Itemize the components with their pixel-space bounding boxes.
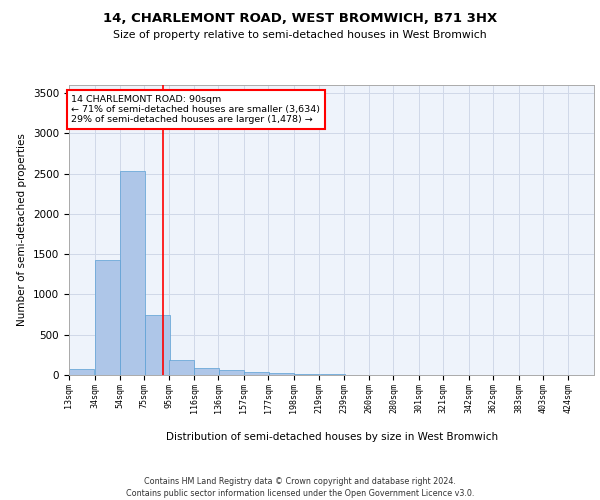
Bar	[95, 260, 120, 375]
Text: Contains public sector information licensed under the Open Government Licence v3: Contains public sector information licen…	[126, 489, 474, 498]
Bar	[194, 368, 220, 375]
Bar	[244, 372, 269, 375]
Bar	[121, 171, 145, 375]
Text: 14 CHARLEMONT ROAD: 90sqm
← 71% of semi-detached houses are smaller (3,634)
29% : 14 CHARLEMONT ROAD: 90sqm ← 71% of semi-…	[71, 94, 320, 124]
Bar	[219, 370, 244, 375]
Y-axis label: Number of semi-detached properties: Number of semi-detached properties	[17, 134, 28, 326]
Text: Distribution of semi-detached houses by size in West Bromwich: Distribution of semi-detached houses by …	[166, 432, 498, 442]
Bar	[169, 360, 194, 375]
Bar	[70, 369, 94, 375]
Bar	[294, 374, 319, 375]
Bar	[269, 373, 293, 375]
Text: 14, CHARLEMONT ROAD, WEST BROMWICH, B71 3HX: 14, CHARLEMONT ROAD, WEST BROMWICH, B71 …	[103, 12, 497, 26]
Text: Contains HM Land Registry data © Crown copyright and database right 2024.: Contains HM Land Registry data © Crown c…	[144, 478, 456, 486]
Text: Size of property relative to semi-detached houses in West Bromwich: Size of property relative to semi-detach…	[113, 30, 487, 40]
Bar	[320, 374, 344, 375]
Bar	[145, 314, 170, 375]
